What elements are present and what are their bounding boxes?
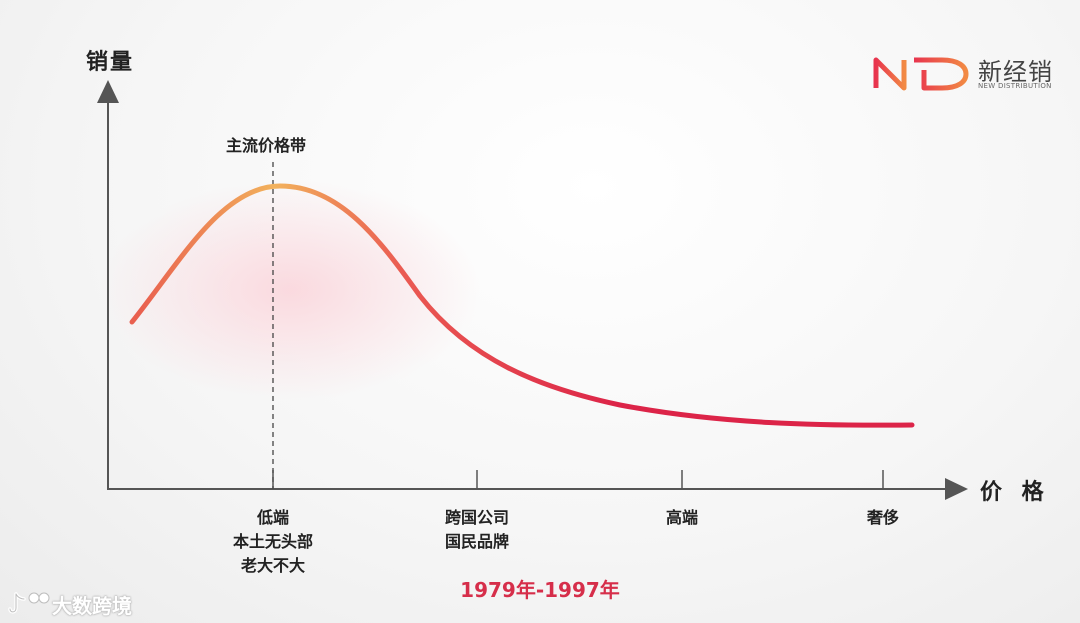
category-luxury: 奢侈	[867, 506, 899, 530]
category-line: 老大不大	[240, 556, 306, 575]
peak-glow	[100, 180, 480, 400]
category-multinational: 跨国公司 国民品牌	[445, 506, 509, 554]
period-label: 1979年-1997年	[460, 578, 620, 602]
sales-curve	[129, 183, 915, 428]
category-line: 国民品牌	[444, 532, 510, 551]
category-line: 高端	[665, 508, 699, 527]
logo-text-en: NEW DISTRIBUTION	[978, 82, 1052, 90]
category-line: 本土无头部	[232, 532, 314, 551]
nd-logo-icon	[873, 57, 969, 91]
y-axis-arrow	[97, 80, 119, 103]
category-line: 跨国公司	[444, 508, 510, 527]
watermark-logo-icon	[8, 592, 50, 614]
watermark-text: 大数跨境	[52, 594, 132, 618]
y-axis-label: 销量	[86, 50, 135, 75]
x-axis-arrow	[945, 478, 968, 500]
category-line: 奢侈	[866, 508, 900, 527]
logo-text-cn: 新经销	[978, 58, 1053, 86]
category-low: 低端 本土无头部 老大不大	[233, 506, 313, 578]
category-line: 低端	[256, 508, 290, 527]
x-axis-label: 价 格	[980, 480, 1050, 505]
category-high: 高端	[666, 506, 698, 530]
peak-label: 主流价格带	[226, 136, 307, 155]
